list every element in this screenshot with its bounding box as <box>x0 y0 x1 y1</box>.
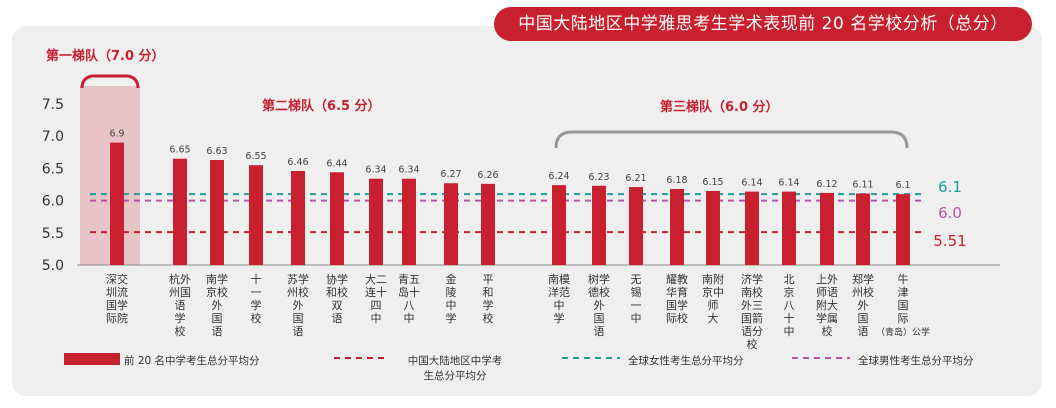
bar-value-label: 6.14 <box>778 178 799 189</box>
tier-label: 第三梯队（6.0 分） <box>660 99 779 115</box>
bar <box>330 172 344 265</box>
bar-value-label: 6.63 <box>206 146 227 157</box>
bar <box>856 193 870 265</box>
bar-value-label: 6.15 <box>702 177 723 188</box>
bar <box>782 191 796 265</box>
x-category-label: 北京八十中 <box>784 273 795 338</box>
y-tick-label: 7.5 <box>42 97 64 113</box>
tier3-bracket <box>554 130 909 149</box>
y-tick-label: 6.5 <box>42 161 64 177</box>
bar-value-label: 6.21 <box>625 173 646 184</box>
tier1-bracket <box>80 74 140 89</box>
reference-value-label: 6.1 <box>938 178 962 196</box>
x-category-label: 南附京中师大 <box>702 272 724 325</box>
bar <box>670 189 684 265</box>
y-tick-label: 7.0 <box>42 129 64 145</box>
bar-value-label: 6.44 <box>326 158 347 169</box>
bar-value-label: 6.23 <box>588 172 609 183</box>
bar-value-label: 6.55 <box>245 151 266 162</box>
y-tick-label: 6.0 <box>42 194 64 210</box>
bar <box>745 191 759 265</box>
bar <box>369 178 383 265</box>
bar-value-label: 6.34 <box>365 165 386 176</box>
bar <box>173 158 187 265</box>
chart-title: 中国大陆地区中学雅思考生学术表现前 20 名学校分析（总分） <box>494 7 1032 41</box>
bar-value-label: 6.34 <box>398 165 419 176</box>
x-category-label: 深交圳流国学际院 <box>106 272 128 325</box>
legend-swatch-bar <box>64 353 120 365</box>
x-category-label: 协学和校双语 <box>326 272 348 325</box>
x-category-label: 耀教华育国学际校 <box>666 273 688 325</box>
x-category-label: 青五岛十八中 <box>398 273 420 325</box>
bar-value-label: 6.26 <box>477 170 498 181</box>
bar-value-label: 6.14 <box>741 178 762 189</box>
y-tick-label: 5.5 <box>42 226 64 242</box>
legend-label: 前 20 名中学考生总分平均分 <box>124 354 260 367</box>
bar <box>249 165 263 265</box>
bar <box>896 194 910 265</box>
bar <box>481 183 495 265</box>
x-category-label: 南学京校外国语 <box>206 272 228 338</box>
tier-label: 第一梯队（7.0 分） <box>46 48 165 64</box>
legend-label: 中国大陆地区中学考生总分平均分 <box>408 354 503 382</box>
bar <box>110 142 124 265</box>
x-category-label: 十一学校 <box>251 272 262 325</box>
bar-value-label: 6.24 <box>548 171 569 182</box>
bar-value-label: 6.12 <box>816 179 837 190</box>
bar <box>402 178 416 265</box>
x-category-label: 大二连十四中 <box>365 272 387 325</box>
x-category-label: 无锡一中 <box>631 273 642 325</box>
legend-label: 全球男性考生总分平均分 <box>858 354 974 367</box>
bar <box>210 160 224 265</box>
tier-label: 第二梯队（6.5 分） <box>262 98 381 114</box>
x-category-label: 牛津国际（青岛）公学 <box>876 272 930 338</box>
x-category-label: 金陵中学 <box>446 272 457 325</box>
bar <box>592 185 606 265</box>
bar <box>706 190 720 265</box>
bar <box>552 185 566 265</box>
bar-value-label: 6.11 <box>852 180 873 191</box>
x-category-label: 济学南校外三国箭语分校 <box>741 272 763 351</box>
x-category-label: 苏学州校外国语 <box>287 272 309 338</box>
bar-value-label: 6.18 <box>666 175 687 186</box>
reference-value-label: 5.51 <box>933 232 966 250</box>
bar-value-label: 6.9 <box>109 129 124 140</box>
bar-value-label: 6.46 <box>287 157 308 168</box>
bar-value-label: 6.27 <box>440 169 461 180</box>
bar-value-label: 6.1 <box>895 180 910 191</box>
y-tick-label: 5.0 <box>42 258 64 274</box>
bar <box>629 187 643 265</box>
x-category-label: 树学德校外国语 <box>588 272 610 338</box>
reference-value-label: 6.0 <box>938 204 962 222</box>
bar <box>820 192 834 265</box>
x-category-label: 杭外州国语学校 <box>169 272 191 338</box>
bar-value-label: 6.65 <box>169 145 190 156</box>
x-category-label: 上外师语附大学属校 <box>816 273 838 338</box>
x-category-label: 郑学州校外国语 <box>852 272 874 338</box>
x-category-label: 平和学校 <box>483 273 494 325</box>
legend-label: 全球女性考生总分平均分 <box>628 354 744 367</box>
bar <box>291 170 305 265</box>
x-category-label: 南模洋范中学 <box>548 273 570 325</box>
bar <box>444 183 458 265</box>
